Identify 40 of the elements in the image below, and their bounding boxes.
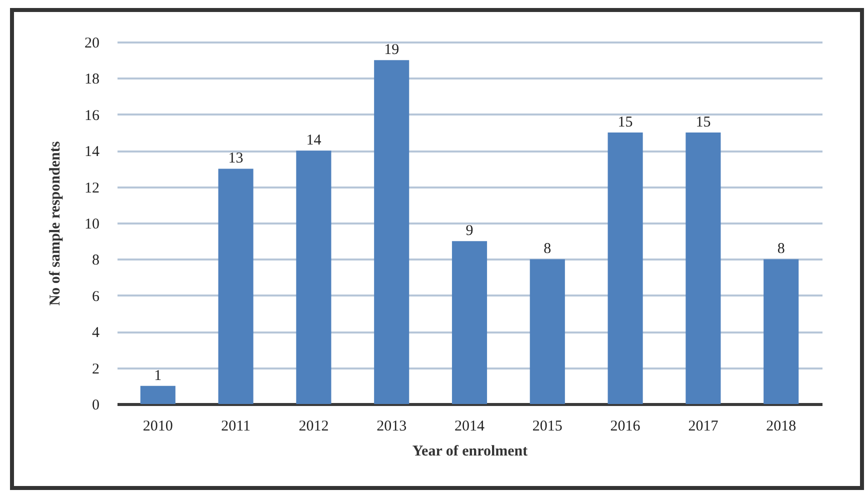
bar — [374, 60, 410, 404]
data-label: 1 — [154, 368, 162, 384]
x-tick-label: 2017 — [688, 418, 719, 434]
y-tick-label: 20 — [84, 36, 100, 52]
y-tick-label: 4 — [92, 325, 100, 342]
y-axis-title: No of sample respondents — [48, 141, 64, 306]
bar — [218, 168, 254, 404]
y-tick-label: 12 — [84, 180, 100, 196]
y-tick-label: 0 — [92, 398, 100, 414]
bar — [452, 241, 488, 404]
y-tick-label: 10 — [84, 216, 100, 232]
x-tick-label: 2011 — [221, 418, 251, 434]
x-tick-label: 2014 — [454, 418, 485, 434]
bar — [764, 259, 799, 404]
x-tick-label: 2010 — [142, 418, 173, 434]
bar — [140, 386, 176, 404]
y-tick-label: 6 — [92, 288, 100, 305]
y-tick-label: 8 — [92, 252, 100, 269]
data-label: 15 — [618, 114, 633, 130]
bar — [608, 132, 643, 404]
data-label: 13 — [228, 150, 244, 167]
y-tick-label: 18 — [84, 72, 100, 88]
x-tick-label: 2013 — [376, 418, 407, 434]
x-tick-label: 2016 — [610, 418, 641, 434]
x-tick-label: 2015 — [532, 418, 562, 434]
bar — [296, 150, 332, 404]
data-label: 8 — [544, 241, 552, 258]
data-label: 9 — [466, 223, 474, 240]
data-label: 8 — [777, 241, 785, 258]
x-tick-label: 2012 — [298, 418, 329, 434]
x-axis-title: Year of enrolment — [412, 444, 528, 460]
x-tick-label: 2018 — [766, 418, 796, 434]
bar — [530, 259, 565, 404]
bar — [686, 132, 721, 404]
data-label: 15 — [696, 114, 711, 130]
y-tick-label: 2 — [92, 361, 100, 378]
data-label: 14 — [306, 132, 322, 149]
y-tick-label: 16 — [84, 108, 100, 124]
y-tick-label: 14 — [84, 144, 100, 160]
data-label: 19 — [384, 42, 400, 58]
